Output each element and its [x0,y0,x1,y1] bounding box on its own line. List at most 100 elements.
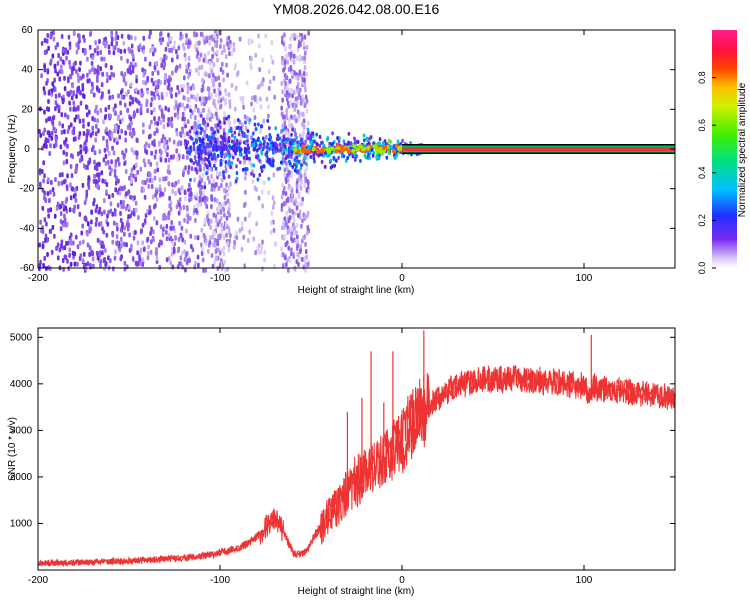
spectrogram-cell [212,98,216,104]
x-tick-label: 0 [399,575,405,586]
spectrogram-cell [311,147,316,152]
spectrogram-cell [226,41,229,47]
spectrogram-cell [295,205,299,211]
spectrogram-cell [122,94,126,100]
spectrogram-cell [290,132,293,137]
spectrogram-cell [128,204,131,210]
spectrogram-cell [94,131,98,137]
spectrogram-cell [48,150,52,156]
spectrogram-cell [267,113,270,119]
spectrogram-cell [213,88,216,94]
spectrogram-cell [124,130,127,136]
spectrogram-cell [167,256,171,262]
spectrogram-cell [75,69,78,75]
spectrogram-cell [257,33,260,39]
spectrogram-cell [72,126,76,132]
spectrogram-cell [187,74,190,80]
spectrogram-cell [213,183,217,189]
spectrogram-cell [150,90,153,96]
spectrogram-cell [119,210,122,216]
spectrogram-cell [153,65,157,71]
spectrogram-cell [90,60,94,66]
spectrogram-cell [155,161,159,167]
spectrogram-cell [205,96,208,102]
spectrogram-cell [236,125,240,130]
spectrogram-cell [228,144,231,149]
spectrogram-cell [201,144,204,149]
spectrogram-cell [300,73,304,79]
spectrogram-cell [147,183,151,189]
spectrogram-cell [203,181,207,187]
spectrogram-cell [123,260,127,266]
spectrogram-cell [396,139,400,144]
spectrogram-cell [260,124,263,129]
spectrogram-cell [253,95,256,101]
spectrogram-cell [194,159,198,164]
spectrogram-cell [128,101,132,107]
spectrogram-cell [40,168,44,174]
spectrogram-cell [65,151,68,157]
spectrogram-cell [289,173,293,179]
spectrogram-cell [134,200,138,206]
spectrogram-cell [251,178,255,184]
spectrogram-cell [169,76,172,82]
spectrogram-cell [108,171,112,177]
spectrogram-cell [225,182,228,188]
spectrogram-cell [194,138,198,143]
spectrogram-cell [111,232,115,238]
spectrogram-cell [181,154,185,160]
spectrogram-cell [184,124,188,129]
spectrogram-cell [178,261,181,267]
snr-frame [37,327,676,571]
spectrogram-cell [305,108,309,114]
spectrogram-cell [75,93,78,99]
spectrogram-cell [247,238,250,244]
spectrogram-cell [95,166,99,172]
y-tick-label: 5000 [10,332,33,343]
spectrogram-cell [96,70,99,76]
spectrogram-cell [153,47,157,53]
spectrogram-cell [284,191,288,197]
spectrogram-cell [156,121,159,127]
spectrogram-cell [210,204,213,210]
spectrogram-cell [320,159,324,164]
spectrogram-cell [190,191,193,197]
spectrogram-cell [81,86,85,92]
spectrogram-cell [296,143,300,148]
spectrogram-cell [219,209,223,215]
spectrogram-cell [111,145,114,151]
spectrogram-cell [44,237,47,243]
spectrogram-cell [189,187,192,193]
spectrogram-cell [279,146,283,151]
spectrogram-cell [293,147,298,152]
spectrogram-cell [207,221,211,227]
spectrogram-cell [151,194,155,200]
spectrogram-cell [287,267,290,273]
spectrogram-cell [285,262,288,268]
spectrogram-cell [152,237,155,243]
spectrogram-cell [149,249,153,255]
spectrogram-cell [57,52,60,58]
spectrogram-cell [218,250,222,256]
spectrogram-cell [211,36,214,42]
spectrogram-cell [153,168,157,174]
spectrogram-cell [119,48,123,54]
spectrogram-cell [117,178,120,184]
spectrogram-cell [284,80,287,86]
spectrogram-cell [211,46,214,52]
spectrogram-cell [228,51,231,57]
spectrogram-cell [335,158,338,163]
spectrogram-cell [212,82,215,88]
spectrogram-cell [342,154,346,159]
spectrogram-cell [134,229,137,235]
spectrogram-cell [59,144,63,150]
spectrogram-cell [47,208,50,214]
spectrogram-cell [186,140,190,145]
spectrogram-cell [287,67,291,73]
spectrogram-cell [213,230,216,236]
spectrogram-cell [161,232,165,238]
spectrogram-cell [223,212,226,218]
spectrogram-cell [101,71,104,77]
spectrogram-cell [288,117,291,123]
spectrogram-cell [96,255,100,261]
